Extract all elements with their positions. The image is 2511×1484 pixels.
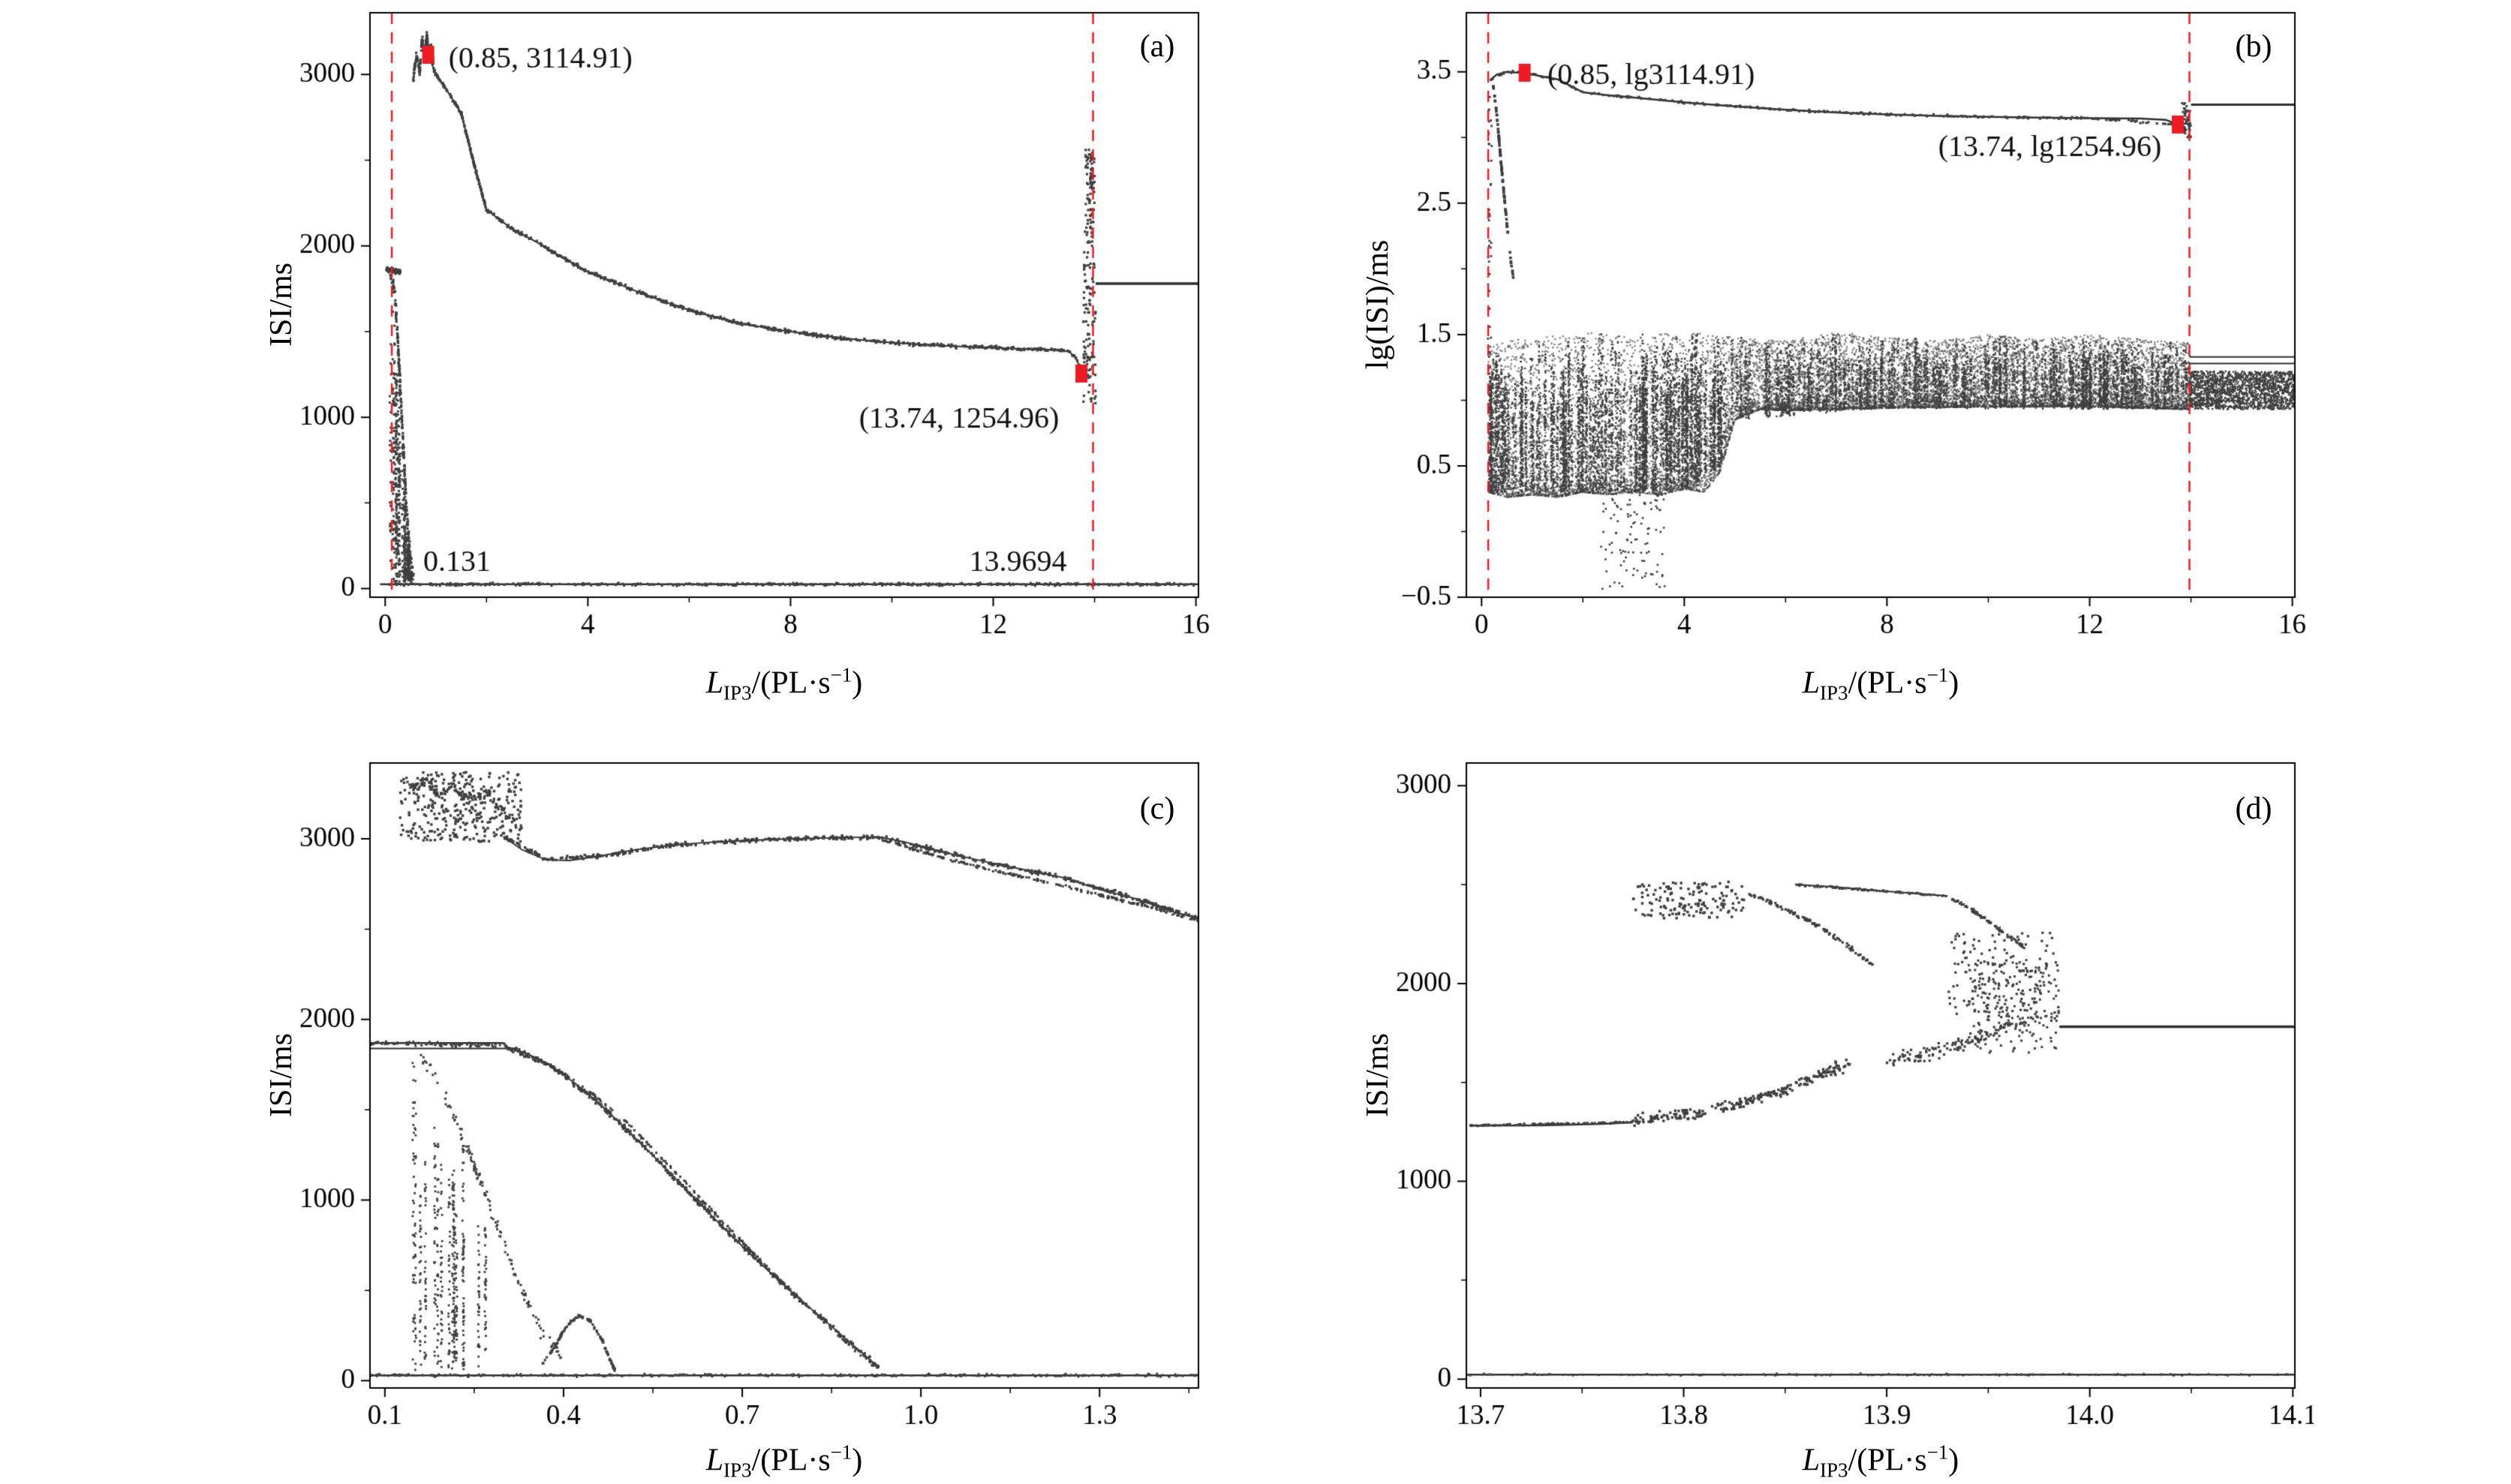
x-axis-units-close: ) [852, 665, 863, 701]
panel-a-y-axis-title: ISI/ms [264, 262, 299, 347]
x-axis-subscript: IP3 [723, 681, 752, 704]
panel-b-plot [1354, 2, 2314, 656]
x-axis-symbol: L [1802, 1443, 1821, 1478]
panel-a-plot [257, 2, 1217, 656]
x-axis-symbol: L [1802, 665, 1821, 701]
x-axis-subscript: IP3 [1820, 1458, 1848, 1482]
panel-b-y-axis-title: lg(ISI)/ms [1361, 239, 1395, 370]
x-axis-symbol: L [705, 1443, 724, 1478]
panel-d-x-axis-title: LIP3/(PL·s−1) [1803, 1440, 1959, 1482]
x-axis-subscript: IP3 [1820, 681, 1848, 704]
x-axis-symbol: L [705, 665, 724, 701]
panel-c-y-axis-title: ISI/ms [264, 1032, 299, 1118]
x-axis-units: /(PL·s [751, 665, 831, 701]
x-axis-exponent: −1 [830, 663, 853, 686]
x-axis-units: /(PL·s [751, 1443, 831, 1478]
panel-c-x-axis-title: LIP3/(PL·s−1) [706, 1440, 863, 1482]
panel-d-plot [1354, 752, 2314, 1446]
panel-c-letter: (c) [1139, 792, 1175, 826]
x-axis-units-close: ) [852, 1443, 863, 1478]
panel-d-letter: (d) [2235, 792, 2272, 826]
x-axis-exponent: −1 [1926, 663, 1949, 686]
panel-c-plot [257, 752, 1217, 1446]
panel-a-x-axis-title: LIP3/(PL·s−1) [706, 663, 863, 704]
panel-b-x-axis-title: LIP3/(PL·s−1) [1803, 663, 1959, 704]
x-axis-exponent: −1 [1926, 1440, 1949, 1464]
panel-d-y-axis-title: ISI/ms [1361, 1032, 1395, 1118]
x-axis-subscript: IP3 [723, 1458, 752, 1482]
x-axis-units: /(PL·s [1848, 665, 1927, 701]
panel-a-letter: (a) [1139, 29, 1175, 64]
x-axis-exponent: −1 [830, 1440, 853, 1464]
x-axis-units-close: ) [1948, 665, 1959, 701]
panel-b-letter: (b) [2235, 29, 2272, 64]
x-axis-units-close: ) [1948, 1443, 1959, 1478]
x-axis-units: /(PL·s [1848, 1443, 1927, 1478]
